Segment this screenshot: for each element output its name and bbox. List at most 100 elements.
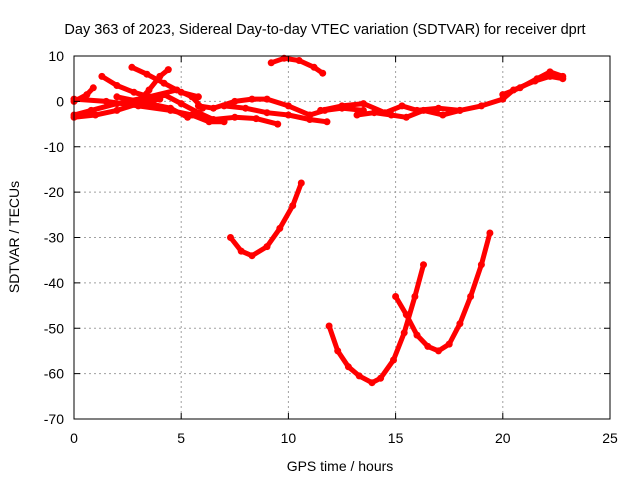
x-tick-label: 15	[388, 430, 404, 446]
data-point	[242, 104, 249, 112]
data-point	[435, 347, 442, 355]
data-point	[319, 69, 327, 77]
y-tick-label: 0	[56, 93, 64, 109]
series-arc-11	[220, 102, 331, 126]
data-point	[102, 97, 110, 105]
series-arc-18	[392, 229, 494, 355]
series-arc-8	[160, 91, 282, 128]
data-point	[177, 100, 185, 108]
data-point	[263, 243, 271, 251]
data-point	[91, 111, 99, 119]
data-point	[420, 261, 427, 269]
data-point	[402, 311, 410, 319]
data-point	[156, 72, 164, 80]
series-line	[135, 67, 171, 104]
x-tick-label: 5	[177, 430, 185, 446]
data-point	[231, 113, 239, 121]
x-tick-label: 0	[70, 430, 78, 446]
data-point	[295, 57, 303, 64]
data-point	[402, 113, 410, 121]
data-point	[297, 179, 305, 187]
data-point	[499, 91, 507, 99]
data-point	[128, 63, 136, 71]
data-point	[184, 113, 192, 121]
data-point	[413, 331, 421, 339]
data-point	[143, 70, 151, 78]
data-point	[276, 224, 284, 232]
data-point	[263, 95, 271, 103]
data-point	[284, 102, 292, 110]
data-point	[456, 106, 464, 114]
data-point	[130, 88, 138, 96]
data-point	[145, 100, 153, 108]
series-arc-14	[353, 106, 464, 121]
data-point	[533, 75, 541, 83]
series-line	[393, 230, 493, 354]
data-point	[310, 63, 318, 71]
data-point	[317, 106, 325, 114]
y-tick-label: -60	[44, 366, 64, 382]
data-point	[377, 374, 385, 382]
series-arc-9	[134, 66, 172, 105]
data-point	[420, 106, 427, 114]
data-point	[83, 91, 91, 99]
series-arc-7	[113, 93, 192, 121]
x-axis-label: GPS time / hours	[287, 458, 394, 474]
x-tick-label: 10	[281, 430, 297, 446]
data-point	[252, 115, 260, 123]
data-point	[194, 109, 202, 117]
y-tick-label: -70	[44, 411, 64, 427]
data-point	[87, 106, 95, 114]
data-point	[209, 104, 217, 112]
data-point	[355, 372, 363, 380]
data-point	[160, 91, 168, 99]
y-tick-label: 10	[48, 48, 64, 64]
data-point	[390, 356, 397, 364]
data-point	[209, 116, 217, 123]
data-point	[477, 102, 485, 110]
data-point	[164, 66, 172, 74]
series-arc-16	[227, 179, 305, 260]
data-point	[387, 111, 395, 119]
data-point	[284, 111, 292, 119]
data-point	[370, 109, 378, 117]
chart-title: Day 363 of 2023, Sidereal Day-to-day VTE…	[64, 22, 585, 38]
x-tick-label: 25	[602, 430, 618, 446]
data-point	[424, 342, 432, 350]
y-tick-label: -30	[44, 230, 64, 246]
data-point	[368, 379, 376, 387]
x-tick-label: 20	[495, 430, 511, 446]
data-point	[559, 72, 567, 80]
data-point	[334, 347, 342, 355]
data-point	[411, 293, 419, 300]
series-line	[99, 73, 152, 100]
data-point	[439, 111, 447, 119]
data-point	[98, 72, 106, 80]
data-point	[289, 202, 297, 210]
series-arc-15	[499, 68, 567, 99]
data-point	[398, 102, 406, 110]
y-axis-label: SDTVAR / TECUs	[6, 181, 22, 293]
data-point	[400, 329, 408, 337]
data-point	[220, 102, 228, 110]
data-point	[344, 363, 352, 371]
data-point	[237, 247, 245, 255]
data-point	[227, 234, 234, 241]
data-point	[156, 95, 164, 103]
data-point	[113, 82, 121, 89]
ticks: 0 5 10 15 20 25 10 0 -10 -20 -30 -40 -50 -60 -70	[44, 48, 618, 446]
series-line	[114, 94, 191, 120]
y-tick-label: -10	[44, 139, 64, 155]
data-point	[134, 97, 142, 105]
grid	[74, 56, 610, 419]
data-point	[248, 252, 256, 260]
data-point	[267, 59, 275, 67]
data-point	[274, 120, 282, 128]
data-series-group	[70, 54, 567, 387]
y-tick-label: -50	[44, 320, 64, 336]
data-point	[546, 68, 554, 76]
data-point	[177, 88, 185, 96]
y-tick-label: -20	[44, 184, 64, 200]
data-point	[477, 261, 485, 269]
series-arc-6	[128, 63, 202, 101]
